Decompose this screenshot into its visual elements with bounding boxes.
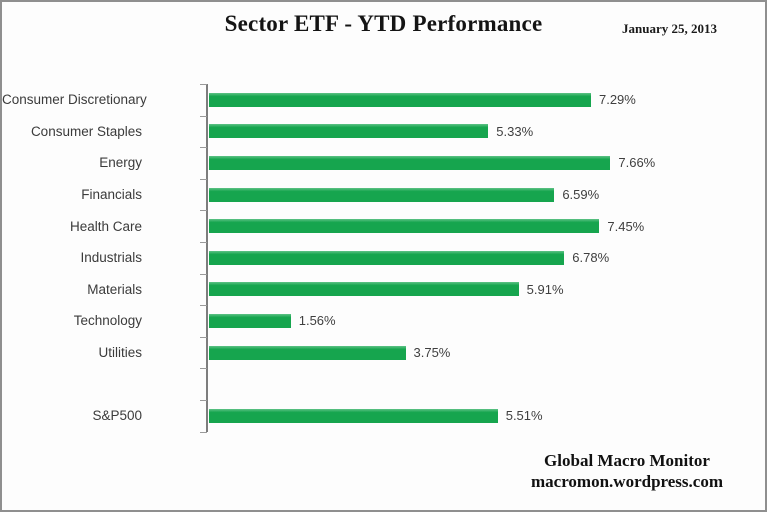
bar xyxy=(209,408,498,423)
bar-rows: Consumer Discretionary 7.29% Consumer Stap… xyxy=(2,84,765,432)
category-label: Financials xyxy=(81,187,142,203)
source-attribution: Global Macro Monitor macromon.wordpress.… xyxy=(487,450,765,492)
bar xyxy=(209,124,489,139)
category-label: Technology xyxy=(73,313,142,329)
bar-value-label: 6.59% xyxy=(562,187,600,203)
bar xyxy=(209,155,611,170)
bar-value-label: 6.78% xyxy=(572,250,610,266)
axis-tick xyxy=(200,115,207,117)
axis-tick xyxy=(200,305,207,307)
axis-tick xyxy=(200,242,207,243)
chart-row: Energy 7.66% xyxy=(2,147,765,179)
axis-tick xyxy=(200,368,207,370)
chart-row: Health Care 7.45% xyxy=(2,210,765,242)
chart-row: Industrials 6.78% xyxy=(2,242,765,274)
chart-row: Financials 6.59% xyxy=(2,179,765,211)
category-label: Materials xyxy=(87,281,142,297)
chart-title: Sector ETF - YTD Performance xyxy=(224,11,543,36)
axis-tick xyxy=(200,273,207,275)
category-label: S&P500 xyxy=(92,408,142,424)
bar xyxy=(209,187,555,202)
axis-tick xyxy=(200,178,207,180)
bar-value-label: 5.33% xyxy=(496,123,534,139)
bar xyxy=(209,219,600,234)
date-label: January 25, 2013 xyxy=(622,21,717,36)
bar xyxy=(209,250,565,265)
bar-value-label: 5.51% xyxy=(505,408,543,424)
bar-value-label: 1.56% xyxy=(298,313,336,329)
bar xyxy=(209,313,291,328)
bar xyxy=(209,282,519,297)
chart-row: S&P500 5.51% xyxy=(2,400,765,432)
chart-row: Materials 5.91% xyxy=(2,274,765,306)
y-axis-line xyxy=(206,84,208,432)
bar-value-label: 3.75% xyxy=(413,345,451,361)
bar-value-label: 5.91% xyxy=(526,281,564,297)
category-label: Consumer Staples xyxy=(30,123,142,139)
bar-value-label: 7.45% xyxy=(607,218,645,234)
category-label: Energy xyxy=(99,155,142,171)
axis-tick xyxy=(200,84,207,85)
source-url: macromon.wordpress.com xyxy=(530,472,723,491)
chart-row: Technology 1.56% xyxy=(2,305,765,337)
category-label: Consumer Discretionary xyxy=(2,92,147,108)
chart-row: Consumer Staples 5.33% xyxy=(2,116,765,148)
axis-tick xyxy=(200,336,207,338)
axis-tick xyxy=(200,400,207,401)
chart-row: Utilities 3.75% xyxy=(2,337,765,369)
category-label: Health Care xyxy=(69,218,142,234)
bar-value-label: 7.29% xyxy=(598,92,636,108)
axis-tick xyxy=(200,147,207,149)
category-label: Utilities xyxy=(98,345,142,361)
source-name: Global Macro Monitor xyxy=(544,451,710,470)
category-label: Industrials xyxy=(80,250,142,266)
axis-tick xyxy=(200,431,207,433)
bar-value-label: 7.66% xyxy=(618,155,656,171)
bar xyxy=(209,345,406,360)
chart-row: Consumer Discretionary 7.29% xyxy=(2,84,765,116)
axis-tick xyxy=(200,210,207,212)
chart-row xyxy=(2,368,765,400)
bar xyxy=(209,92,591,107)
